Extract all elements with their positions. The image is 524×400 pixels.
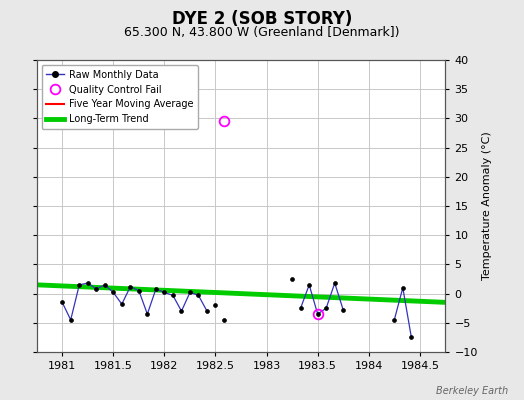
Text: DYE 2 (SOB STORY): DYE 2 (SOB STORY) (172, 10, 352, 28)
Y-axis label: Temperature Anomaly (°C): Temperature Anomaly (°C) (482, 132, 492, 280)
Legend: Raw Monthly Data, Quality Control Fail, Five Year Moving Average, Long-Term Tren: Raw Monthly Data, Quality Control Fail, … (41, 65, 198, 129)
Text: 65.300 N, 43.800 W (Greenland [Denmark]): 65.300 N, 43.800 W (Greenland [Denmark]) (124, 26, 400, 39)
Text: Berkeley Earth: Berkeley Earth (436, 386, 508, 396)
